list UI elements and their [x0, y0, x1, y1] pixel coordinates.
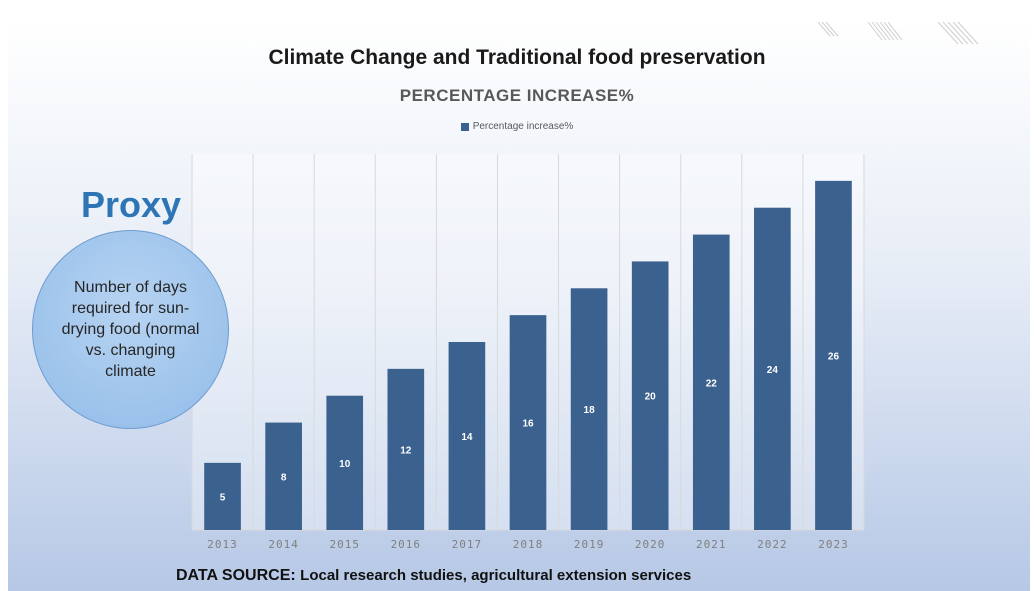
x-tick-2021: 2021: [696, 538, 727, 551]
x-tick-2023: 2023: [818, 538, 849, 551]
data-label-2014: 8: [281, 472, 287, 483]
data-label-2022: 24: [767, 365, 779, 376]
data-label-2020: 20: [645, 392, 657, 403]
proxy-circle: Number of days required for sun-drying f…: [32, 230, 229, 429]
x-tick-2022: 2022: [757, 538, 788, 551]
x-tick-2013: 2013: [207, 538, 238, 551]
bar-2017: [448, 342, 486, 530]
chart-title: PERCENTAGE INCREASE%: [399, 86, 635, 105]
x-tick-2014: 2014: [268, 538, 299, 551]
data-label-2021: 22: [706, 378, 718, 389]
data-source: DATA SOURCE: Local research studies, agr…: [176, 567, 691, 585]
data-label-2018: 16: [522, 419, 534, 430]
data-label-2019: 18: [584, 405, 596, 416]
bar-2023: [815, 180, 852, 530]
bar-2019: [570, 288, 608, 530]
data-source-value: Local research studies, agricultural ext…: [300, 567, 692, 584]
bar-2020: [631, 261, 669, 530]
slide: Climate Change and Traditional food pres…: [8, 22, 1030, 591]
data-label-2017: 14: [461, 432, 473, 443]
bar-2022: [754, 207, 791, 530]
slide-title: Climate Change and Traditional food pres…: [268, 46, 766, 69]
bar-2015: [326, 395, 364, 530]
data-label-2013: 5: [220, 492, 226, 503]
proxy-title: Proxy: [81, 184, 182, 225]
bar-2014: [265, 422, 302, 530]
bar-2021: [692, 234, 730, 531]
x-tick-2019: 2019: [574, 538, 605, 551]
x-tick-2015: 2015: [329, 538, 360, 551]
x-tick-2020: 2020: [635, 538, 666, 551]
data-source-label: DATA SOURCE:: [176, 567, 296, 584]
corner-decoration: [817, 22, 979, 45]
bar-2013: [204, 462, 241, 530]
legend-label: Percentage increase%: [472, 121, 574, 132]
bar-2018: [509, 315, 547, 530]
bar-2016: [387, 368, 425, 530]
legend-swatch: [460, 122, 469, 131]
data-label-2016: 12: [400, 445, 412, 456]
x-tick-2016: 2016: [391, 538, 422, 551]
x-tick-2017: 2017: [452, 538, 483, 551]
data-label-2015: 10: [339, 459, 351, 470]
proxy-description: Number of days required for sun-drying f…: [61, 279, 200, 380]
data-label-2023: 26: [828, 351, 840, 362]
chart-legend: Percentage increase%: [8, 121, 1026, 132]
x-tick-2018: 2018: [513, 538, 544, 551]
